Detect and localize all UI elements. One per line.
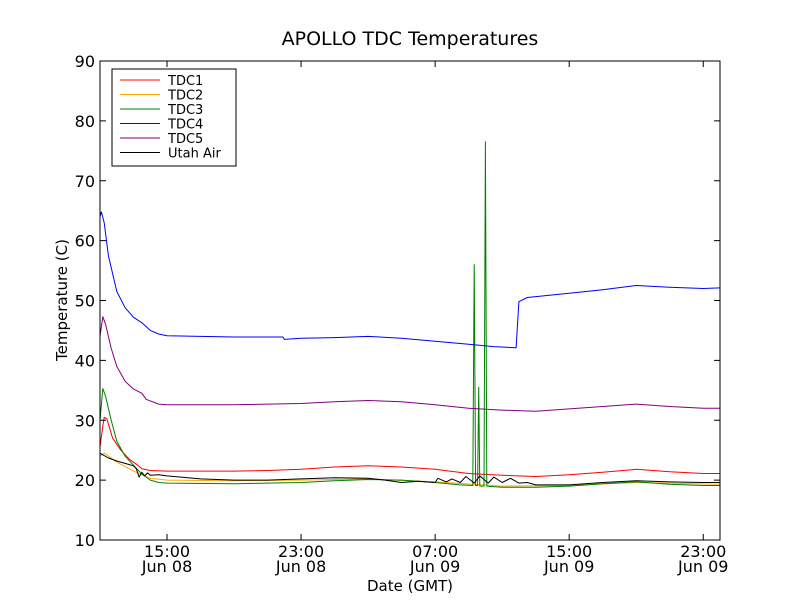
x-tick-label-date: Jun 09 xyxy=(409,557,460,576)
y-tick-label: 60 xyxy=(75,232,95,251)
x-tick-label-date: Jun 09 xyxy=(677,557,728,576)
y-axis: 10 20 30 40 50 60 70 80 90 xyxy=(75,52,720,550)
x-tick-label-time: 23:00 xyxy=(680,542,726,561)
legend-label: TDC5 xyxy=(167,132,203,147)
x-tick-label-time: 15:00 xyxy=(546,542,592,561)
legend-label: Utah Air xyxy=(168,147,221,162)
x-tick-label-time: 23:00 xyxy=(278,542,324,561)
y-tick-label: 30 xyxy=(75,411,95,430)
series-layer xyxy=(100,141,720,488)
x-axis-label: Date (GMT) xyxy=(367,577,453,595)
x-tick-label-date: Jun 08 xyxy=(141,557,192,576)
legend-label: TDC1 xyxy=(167,74,203,89)
y-tick-label: 20 xyxy=(75,471,95,490)
y-tick-label: 10 xyxy=(75,531,95,550)
series-line-tdc3 xyxy=(100,141,720,488)
series-line-tdc4 xyxy=(100,211,720,349)
series-line-tdc1 xyxy=(100,416,720,477)
x-tick-label-time: 07:00 xyxy=(412,542,458,561)
x-tick-label-time: 15:00 xyxy=(144,542,190,561)
y-tick-label: 80 xyxy=(75,112,95,131)
x-tick-label-date: Jun 09 xyxy=(543,557,594,576)
y-axis-label: Temperature (C) xyxy=(53,239,71,362)
series-line-utah-air xyxy=(100,452,720,486)
legend-label: TDC2 xyxy=(167,89,203,104)
y-tick-label: 40 xyxy=(75,351,95,370)
series-line-tdc5 xyxy=(100,316,720,412)
y-tick-label: 70 xyxy=(75,172,95,191)
legend-label: TDC3 xyxy=(167,103,203,118)
x-tick-label-date: Jun 08 xyxy=(275,557,326,576)
y-tick-label: 50 xyxy=(75,292,95,311)
chart-title: APOLLO TDC Temperatures xyxy=(282,28,539,50)
y-tick-label: 90 xyxy=(75,52,95,71)
legend-box xyxy=(111,68,237,167)
legend-label: TDC4 xyxy=(167,118,203,133)
